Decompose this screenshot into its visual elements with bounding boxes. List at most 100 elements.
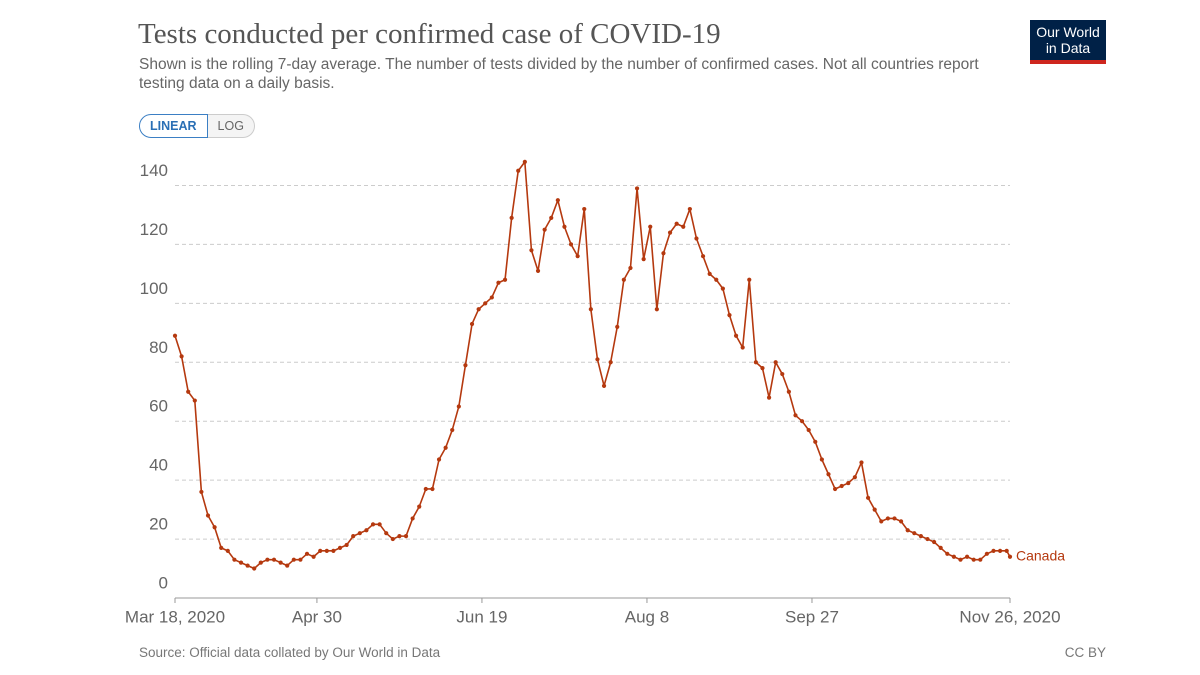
point [951,554,956,559]
point [747,277,752,282]
point [714,277,719,282]
point [344,542,349,548]
point [245,563,250,568]
point [720,286,725,291]
point [298,557,303,562]
scale-toggle: LINEAR LOG [139,114,255,138]
point [780,371,785,377]
point [370,522,376,527]
x-tick-label: Jun 19 [456,607,507,626]
point [799,419,805,424]
point [469,321,475,327]
point [430,486,435,492]
point [324,548,329,553]
point [351,534,356,539]
y-tick-label: 100 [140,279,168,298]
point [964,554,970,559]
point [549,215,554,220]
point [252,566,257,571]
license[interactable]: CC BY [1064,645,1106,660]
point [806,427,811,433]
point [192,398,197,403]
point [991,548,996,553]
source: Source: Official data collated by Our Wo… [139,645,441,660]
y-tick-label: 120 [140,220,168,239]
point [516,168,521,173]
point [846,480,851,486]
logo[interactable]: Our World in Data [1030,20,1106,64]
point [852,475,857,480]
point [199,489,204,495]
point [377,522,382,527]
point [562,224,567,229]
point [403,534,409,539]
point [232,557,237,562]
point [337,545,343,551]
point [390,536,395,542]
point [542,227,547,232]
point [707,271,712,276]
point [912,531,917,536]
point [423,486,428,492]
point [575,254,580,259]
point [648,224,653,229]
point [958,557,963,562]
chart: 0 20 40 60 80 100 120 140 Mar 18, 2020 Apr 30 Jun … [125,159,1065,626]
series-label: Canada [1016,547,1065,563]
point [740,345,745,350]
point [601,383,607,388]
point [978,557,983,562]
log-button[interactable]: LOG [207,114,255,138]
point [212,525,217,530]
point [357,531,362,536]
point [172,333,178,338]
point [661,251,666,256]
point [476,307,481,312]
point [674,221,679,226]
point [608,360,613,365]
point [522,159,527,164]
point [628,265,633,271]
point [621,277,626,282]
point [634,186,640,191]
point [443,445,448,450]
point [1007,554,1013,559]
point [813,439,818,444]
linear-button[interactable]: LINEAR [139,114,208,138]
point [555,198,560,203]
point [489,295,494,300]
point [892,516,897,521]
logo-line: in Data [1045,40,1091,56]
point [238,560,244,565]
point [291,557,296,562]
x-tick-label: Mar 18, 2020 [125,607,225,626]
point [687,206,692,212]
point [694,236,699,241]
point [905,528,910,533]
point [938,545,943,551]
point [898,519,904,524]
y-tick-label: 60 [149,397,168,416]
x-tick-label: Aug 8 [625,607,669,626]
point [568,242,574,247]
point [793,413,798,418]
point [971,557,976,562]
x-tick-label: Apr 30 [292,607,342,626]
x-tick-label: Sep 27 [785,607,839,626]
point [865,495,871,500]
point [285,563,290,568]
point [872,507,877,512]
point [384,531,389,536]
point [997,548,1003,553]
point [654,307,659,312]
point [819,457,824,462]
y-tick-label: 0 [159,573,168,592]
y-tick-label: 20 [149,515,168,534]
point [832,486,838,492]
point [839,483,844,489]
point [760,366,765,371]
point [945,551,950,556]
point [773,360,778,365]
point [311,554,316,559]
